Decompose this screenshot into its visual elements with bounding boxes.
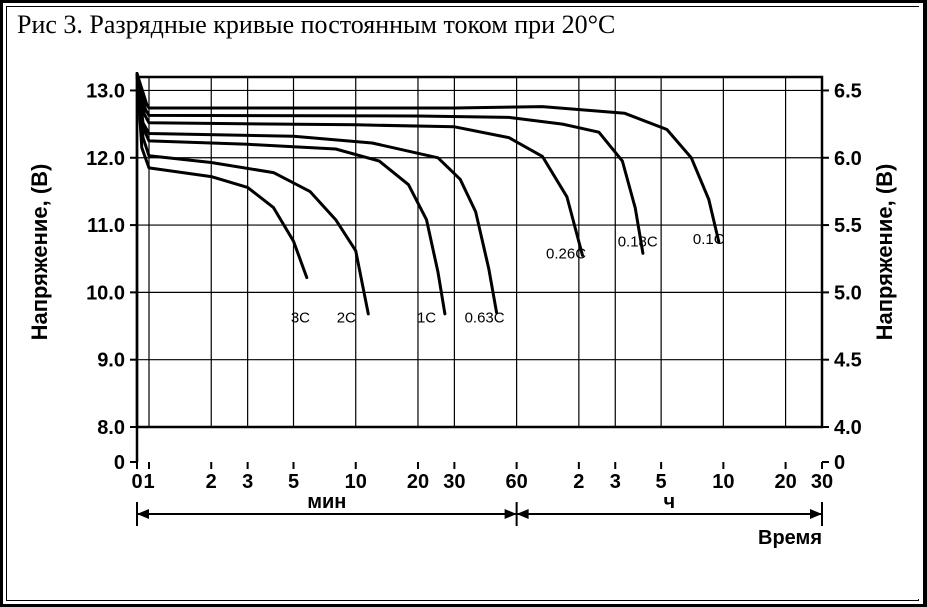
svg-text:2: 2 <box>206 471 217 493</box>
svg-text:5: 5 <box>288 471 299 493</box>
svg-text:3: 3 <box>610 471 621 493</box>
svg-text:0.18C: 0.18C <box>618 234 658 251</box>
svg-text:10: 10 <box>712 471 734 493</box>
svg-text:4.0: 4.0 <box>834 417 862 439</box>
svg-text:5: 5 <box>656 471 667 493</box>
svg-text:1: 1 <box>143 471 154 493</box>
svg-text:20: 20 <box>407 471 429 493</box>
svg-text:5.0: 5.0 <box>834 282 862 304</box>
svg-text:30: 30 <box>811 471 833 493</box>
svg-text:30: 30 <box>443 471 465 493</box>
svg-text:2C: 2C <box>337 310 356 327</box>
svg-text:4.5: 4.5 <box>834 350 862 372</box>
discharge-curves-chart: 13.0 12.0 11.0 10.0 9.0 8.0 0 6.5 6.0 5.5 5.0 4.5 4.… <box>7 7 921 599</box>
svg-text:Время: Время <box>758 527 822 549</box>
svg-text:60: 60 <box>505 471 527 493</box>
svg-text:3: 3 <box>242 471 253 493</box>
svg-text:0.26C: 0.26C <box>546 246 586 263</box>
svg-text:10: 10 <box>345 471 367 493</box>
svg-text:1C: 1C <box>417 310 436 327</box>
svg-text:0: 0 <box>114 452 125 474</box>
svg-text:0: 0 <box>131 471 142 493</box>
svg-text:12.0: 12.0 <box>86 148 125 170</box>
svg-text:0: 0 <box>834 452 845 474</box>
svg-text:5.5: 5.5 <box>834 215 862 237</box>
svg-text:Напряжение, (В): Напряжение, (В) <box>872 164 897 341</box>
figure-inner-frame: Рис 3. Разрядные кривые постоянным током… <box>6 6 919 601</box>
svg-text:2: 2 <box>573 471 584 493</box>
svg-text:20: 20 <box>774 471 796 493</box>
svg-text:11.0: 11.0 <box>87 215 125 237</box>
svg-text:6.5: 6.5 <box>834 80 862 102</box>
svg-text:мин: мин <box>307 491 346 513</box>
svg-text:6.0: 6.0 <box>834 148 862 170</box>
svg-text:13.0: 13.0 <box>86 80 125 102</box>
svg-text:0.1C: 0.1C <box>693 231 725 248</box>
svg-text:10.0: 10.0 <box>86 282 125 304</box>
figure-title: Рис 3. Разрядные кривые постоянным током… <box>17 10 615 40</box>
svg-text:ч: ч <box>663 491 675 513</box>
svg-text:8.0: 8.0 <box>97 417 125 439</box>
svg-text:0.63C: 0.63C <box>465 310 505 327</box>
svg-text:9.0: 9.0 <box>97 350 125 372</box>
figure-frame: Рис 3. Разрядные кривые постоянным током… <box>0 0 927 607</box>
svg-text:Напряжение, (В): Напряжение, (В) <box>27 164 52 341</box>
svg-text:3C: 3C <box>291 310 310 327</box>
